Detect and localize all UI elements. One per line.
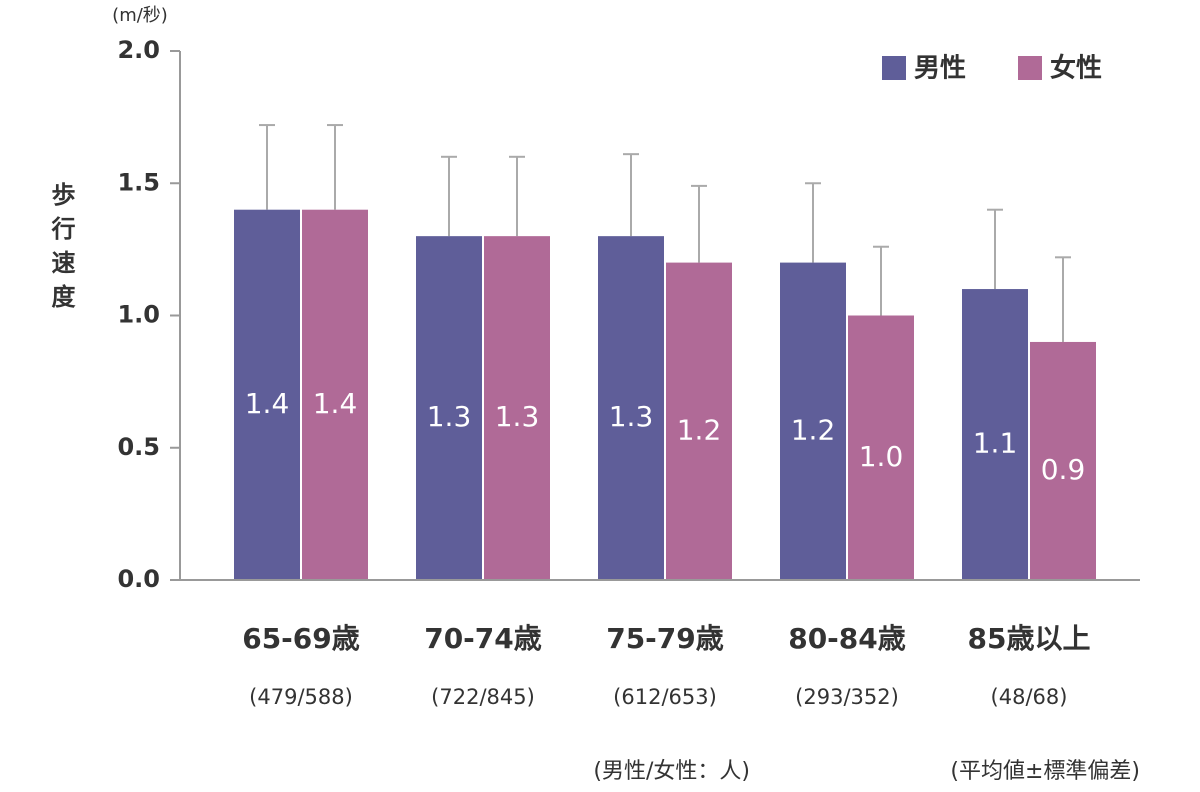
legend-swatch (1018, 56, 1042, 80)
value-label: 1.2 (791, 413, 836, 446)
value-label: 1.2 (677, 413, 722, 446)
bar (780, 262, 846, 580)
bar (598, 236, 664, 580)
y-tick-label: 2.0 (117, 36, 160, 64)
bar (1030, 341, 1096, 580)
bar (484, 236, 550, 580)
x-tick-label: 80-84歳 (788, 622, 906, 655)
y-axis-label: 歩行速度 (47, 182, 76, 318)
note: (男性/女性：人) (593, 759, 750, 784)
y-tick-label: 0.5 (117, 433, 160, 461)
sample-size: (479/588) (249, 685, 353, 709)
y-tick-label: 1.0 (117, 301, 160, 329)
sample-size: (722/845) (431, 685, 535, 709)
value-label: 1.3 (495, 400, 540, 433)
value-label: 1.4 (313, 387, 358, 420)
value-label: 1.4 (245, 387, 290, 420)
sample-size: (293/352) (795, 685, 899, 709)
legend-label: 女性 (1050, 53, 1102, 84)
bar (416, 236, 482, 580)
y-tick-label: 1.5 (117, 168, 160, 196)
x-tick-label: 85歳以上 (968, 622, 1091, 655)
unit-label: (m/秒) (112, 5, 168, 26)
value-label: 1.3 (427, 400, 472, 433)
sample-size: (48/68) (991, 685, 1068, 709)
note: (平均値±標準偏差) (950, 759, 1140, 784)
x-tick-label: 70-74歳 (424, 622, 542, 655)
bar (234, 209, 300, 580)
x-tick-label: 65-69歳 (242, 622, 360, 655)
value-label: 1.3 (609, 400, 654, 433)
y-tick-label: 0.0 (117, 565, 160, 593)
bar (962, 289, 1028, 580)
legend-label: 男性 (914, 54, 966, 84)
bar (666, 262, 732, 580)
value-label: 1.1 (973, 427, 1018, 460)
x-tick-label: 75-79歳 (606, 622, 724, 655)
legend-swatch (882, 56, 906, 80)
value-label: 1.0 (859, 440, 904, 473)
value-label: 0.9 (1041, 453, 1086, 486)
sample-size: (612/653) (613, 685, 717, 709)
bar (302, 209, 368, 580)
bar (848, 315, 914, 580)
